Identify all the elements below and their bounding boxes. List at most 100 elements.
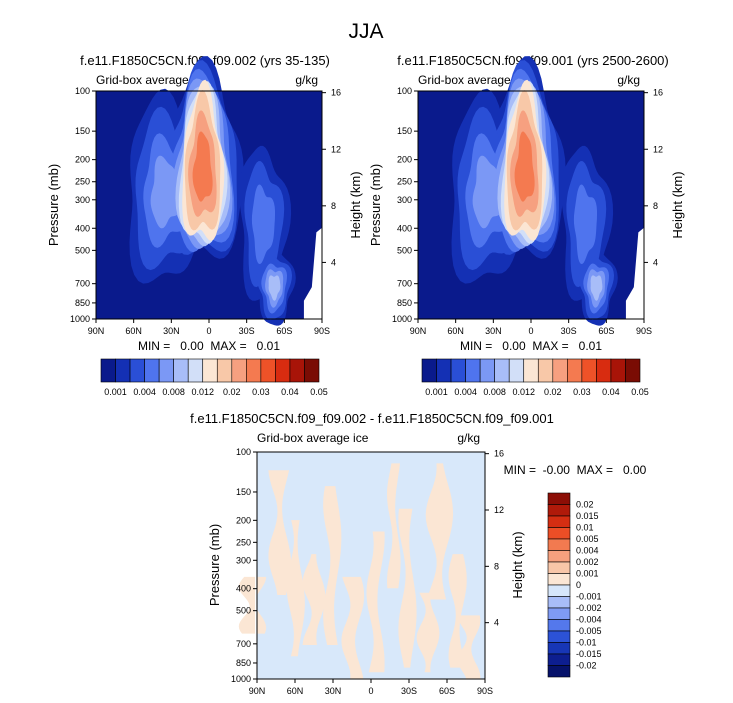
terrain-mask (625, 227, 644, 319)
colorbar-box (275, 358, 291, 383)
panel-1-ylabel-right: Height (km) (348, 171, 363, 238)
colorbar-box (494, 358, 510, 383)
y-tick-label: 1000 (231, 674, 251, 684)
colorbar-box (304, 358, 320, 383)
panel-1-colorbar: 0.001 0.004 0.008 0.012 0.02 0.03 0.04 0.05 (100, 358, 328, 397)
colorbar-box (567, 358, 583, 383)
height-tick-label: 12 (653, 144, 663, 154)
y-tick-label: 700 (397, 279, 412, 289)
colorbar-box (115, 358, 131, 383)
y-tick-label: 300 (75, 195, 90, 205)
diff-positive-region (457, 615, 481, 679)
panel-1-axes: 90N 60N 30N 0 30S 60S 90S 100 150 200 250 300 400 500… (70, 86, 341, 336)
x-tick-label: 60N (125, 326, 142, 336)
x-tick-label: 30N (163, 326, 180, 336)
colorbar-box (173, 358, 189, 383)
colorbar-label: 0.012 (512, 387, 535, 397)
colorbar-label: 0.03 (573, 387, 591, 397)
colorbar-label: 0.008 (483, 387, 506, 397)
height-tick-label: 4 (653, 257, 658, 267)
panel-2-right-label: g/kg (617, 73, 640, 87)
x-tick-label: 0 (528, 326, 533, 336)
x-tick-label: 90N (88, 326, 105, 336)
panel-2-left-label: Grid-box average ice (418, 73, 530, 87)
contour-band (268, 275, 281, 301)
y-tick-label: 700 (75, 279, 90, 289)
panel-3-right-label: g/kg (457, 431, 480, 445)
colorbar-box (231, 358, 247, 383)
colorbar-label: 0.04 (602, 387, 620, 397)
x-tick-label: 90S (636, 326, 652, 336)
panel-3-title: f.e11.F1850C5CN.f09_f09.002 - f.e11.F185… (190, 411, 554, 426)
panel-2-axes: 90N 60N 30N 0 30S 60S 90S 100 150 200 250 300 400 500… (392, 86, 663, 336)
colorbar-box (187, 358, 204, 383)
y-tick-label: 850 (75, 298, 90, 308)
panel-3-ylabel-right: Height (km) (510, 531, 525, 598)
panel-2-stats: MIN = 0.00 MAX = 0.01 (460, 339, 602, 353)
panel-1-ylabel: Pressure (mb) (46, 164, 61, 246)
diff-positive-region (341, 576, 365, 679)
y-tick-label: 500 (75, 245, 90, 255)
height-tick-label: 8 (494, 561, 499, 571)
colorbar-box (479, 358, 495, 383)
colorbar-box (547, 538, 571, 551)
panel-3-stats: MIN = -0.00 MAX = 0.00 (504, 463, 647, 477)
panel-2-contours (451, 56, 644, 326)
panel-1-stats: MIN = 0.00 MAX = 0.01 (138, 339, 280, 353)
panel-3-axes: 90N 60N 30N 0 30S 60S 90S 100 150 200 250 300 400 500… (231, 447, 504, 696)
colorbar-box (436, 358, 452, 383)
y-tick-label: 200 (397, 155, 412, 165)
diff-positive-region (416, 592, 440, 673)
colorbar-box (158, 358, 174, 383)
panel-2-ylabel-right: Height (km) (670, 171, 685, 238)
colorbar-label: 0 (576, 580, 581, 590)
x-tick-label: 60N (447, 326, 464, 336)
colorbar-label: 0.004 (576, 546, 599, 556)
height-tick-label: 4 (494, 618, 499, 628)
terrain-mask (303, 227, 322, 319)
diff-positive-region (398, 508, 417, 668)
colorbar-label: 0.04 (281, 387, 299, 397)
panel-1-plot: 90N 60N 30N 0 30S 60S 90S 100 150 200 250 300 400 500… (70, 56, 341, 336)
y-tick-label: 850 (236, 658, 251, 668)
plot-edge (255, 451, 257, 680)
colorbar-box (547, 665, 571, 678)
colorbar-label: 0.02 (223, 387, 241, 397)
x-tick-label: 30S (239, 326, 255, 336)
colorbar-label: 0.015 (576, 511, 599, 521)
panel-3-plot: 90N 60N 30N 0 30S 60S 90S 100 150 200 250 300 400 500… (231, 447, 504, 696)
colorbar-box (547, 515, 571, 528)
y-tick-label: 150 (236, 487, 251, 497)
y-tick-label: 500 (236, 606, 251, 616)
colorbar-label: 0.05 (310, 387, 328, 397)
colorbar-box (289, 358, 305, 383)
x-tick-label: 90N (410, 326, 427, 336)
height-tick-label: 8 (653, 201, 658, 211)
diff-positive-region (238, 576, 267, 634)
colorbar-box (144, 358, 160, 383)
colorbar-box (129, 358, 145, 383)
y-tick-label: 250 (236, 537, 251, 547)
y-tick-label: 400 (75, 223, 90, 233)
colorbar-label: 0.004 (454, 387, 477, 397)
colorbar-label: 0.001 (576, 569, 599, 579)
panel-3-left-label: Grid-box average ice (257, 431, 369, 445)
panel-2: f.e11.F1850C5CN.f09_f09.001 (yrs 2500-26… (368, 53, 685, 397)
colorbar-label: -0.004 (576, 615, 602, 625)
panel-1-right-label: g/kg (295, 73, 318, 87)
y-tick-label: 250 (397, 177, 412, 187)
contour-band (251, 184, 275, 264)
height-tick-label: 12 (331, 144, 341, 154)
colorbar-box (260, 358, 276, 383)
x-tick-label: 30N (325, 686, 342, 696)
colorbar-box (246, 358, 262, 383)
x-tick-label: 30S (561, 326, 577, 336)
colorbar-box (581, 358, 597, 383)
colorbar-box (625, 358, 641, 383)
y-tick-label: 1000 (392, 314, 412, 324)
contour-band (472, 155, 504, 229)
diff-positive-region (448, 554, 467, 668)
contour-band (514, 131, 535, 202)
